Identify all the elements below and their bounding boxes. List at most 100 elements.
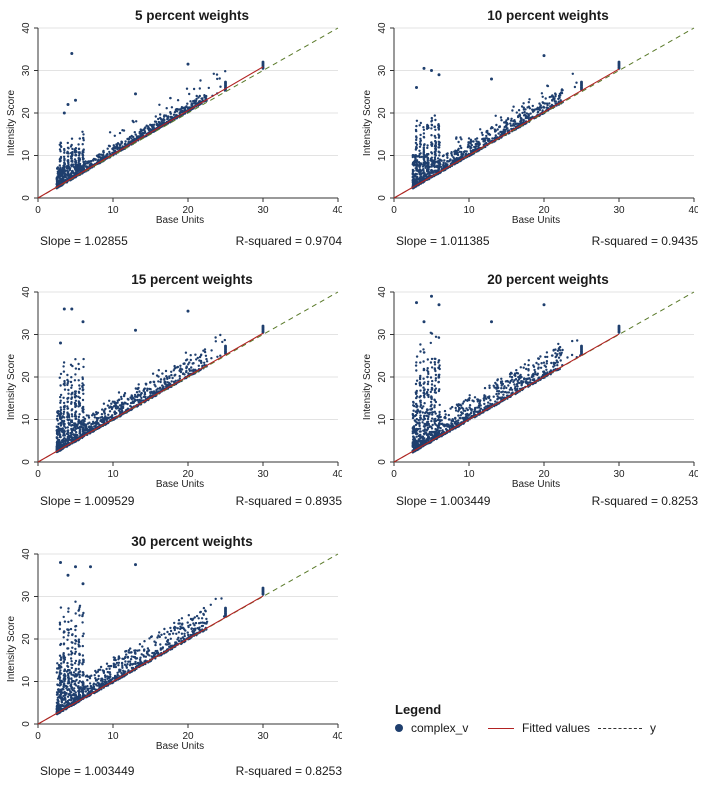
data-point [60, 169, 62, 171]
y-axis-label: Intensity Score [362, 353, 373, 420]
data-point [467, 398, 469, 400]
data-point [543, 303, 546, 306]
data-point [419, 124, 421, 126]
data-point [426, 173, 428, 175]
data-point [470, 147, 472, 149]
data-point [528, 98, 530, 100]
data-point [495, 115, 497, 117]
data-point [427, 163, 429, 165]
data-point [158, 121, 160, 123]
data-point [510, 380, 512, 382]
data-point [79, 432, 81, 434]
data-point [412, 410, 414, 412]
data-point [192, 100, 194, 102]
data-point [415, 130, 417, 132]
data-point [122, 407, 124, 409]
data-point [119, 143, 121, 145]
data-point [427, 412, 429, 414]
data-point [56, 429, 58, 431]
data-point [491, 137, 493, 139]
data-point [188, 368, 190, 370]
data-point [82, 366, 84, 368]
data-point [522, 102, 524, 104]
data-point [544, 356, 546, 358]
data-point [412, 417, 414, 419]
data-point [106, 153, 108, 155]
x-tick-label: 30 [613, 205, 625, 216]
data-point [190, 354, 192, 356]
data-point [412, 414, 414, 416]
x-axis-label: Base Units [512, 479, 560, 490]
data-point [70, 174, 72, 176]
data-point [496, 385, 498, 387]
data-point [165, 637, 167, 639]
data-point [525, 380, 527, 382]
data-point [117, 142, 119, 144]
data-point [433, 418, 435, 420]
data-point [151, 392, 153, 394]
data-point [75, 403, 77, 405]
data-point [457, 141, 459, 143]
data-point [71, 365, 73, 367]
x-tick-label: 0 [35, 469, 41, 480]
x-tick-label: 30 [257, 731, 269, 742]
data-point [438, 411, 440, 413]
data-point [499, 397, 501, 399]
data-point [78, 368, 80, 370]
data-point [67, 152, 69, 154]
data-point [431, 157, 433, 159]
data-point [170, 113, 172, 115]
data-point [70, 376, 72, 378]
data-point [419, 395, 421, 397]
data-point [67, 433, 69, 435]
data-point [465, 153, 467, 155]
data-point [516, 388, 518, 390]
x-tick-label: 0 [35, 205, 41, 216]
data-point [496, 398, 498, 400]
data-point [77, 419, 79, 421]
data-point [193, 88, 195, 90]
data-point [126, 403, 128, 405]
data-point [67, 389, 69, 391]
x-tick-label: 30 [613, 469, 625, 480]
data-point [426, 147, 428, 149]
data-point [82, 133, 84, 135]
data-point [158, 369, 160, 371]
data-point [179, 375, 181, 377]
data-point [488, 385, 490, 387]
data-point [438, 415, 440, 417]
data-point [70, 157, 72, 159]
data-point [518, 113, 520, 115]
data-point [456, 152, 458, 154]
data-point [489, 403, 491, 405]
data-point [553, 363, 555, 365]
data-point [520, 117, 522, 119]
data-point [524, 114, 526, 116]
data-point [423, 395, 425, 397]
data-point [89, 428, 91, 430]
y-axis-label: Intensity Score [6, 89, 17, 156]
data-point [527, 377, 529, 379]
data-point [505, 125, 507, 127]
data-point [67, 426, 69, 428]
data-point [517, 380, 519, 382]
data-point [134, 400, 136, 402]
data-point [62, 397, 64, 399]
data-point [427, 427, 429, 429]
data-point [164, 381, 166, 383]
data-point [419, 411, 421, 413]
data-point [431, 417, 433, 419]
data-point [192, 362, 194, 364]
data-point [416, 181, 418, 183]
data-point [78, 169, 80, 171]
data-point [161, 372, 163, 374]
data-point [224, 70, 226, 72]
data-point [97, 412, 99, 414]
r-squared-label: R-squared = 0.9435 [592, 234, 698, 248]
data-point [158, 104, 160, 106]
data-point [70, 145, 72, 147]
data-point [142, 390, 144, 392]
data-point [543, 362, 545, 364]
data-point [444, 424, 446, 426]
